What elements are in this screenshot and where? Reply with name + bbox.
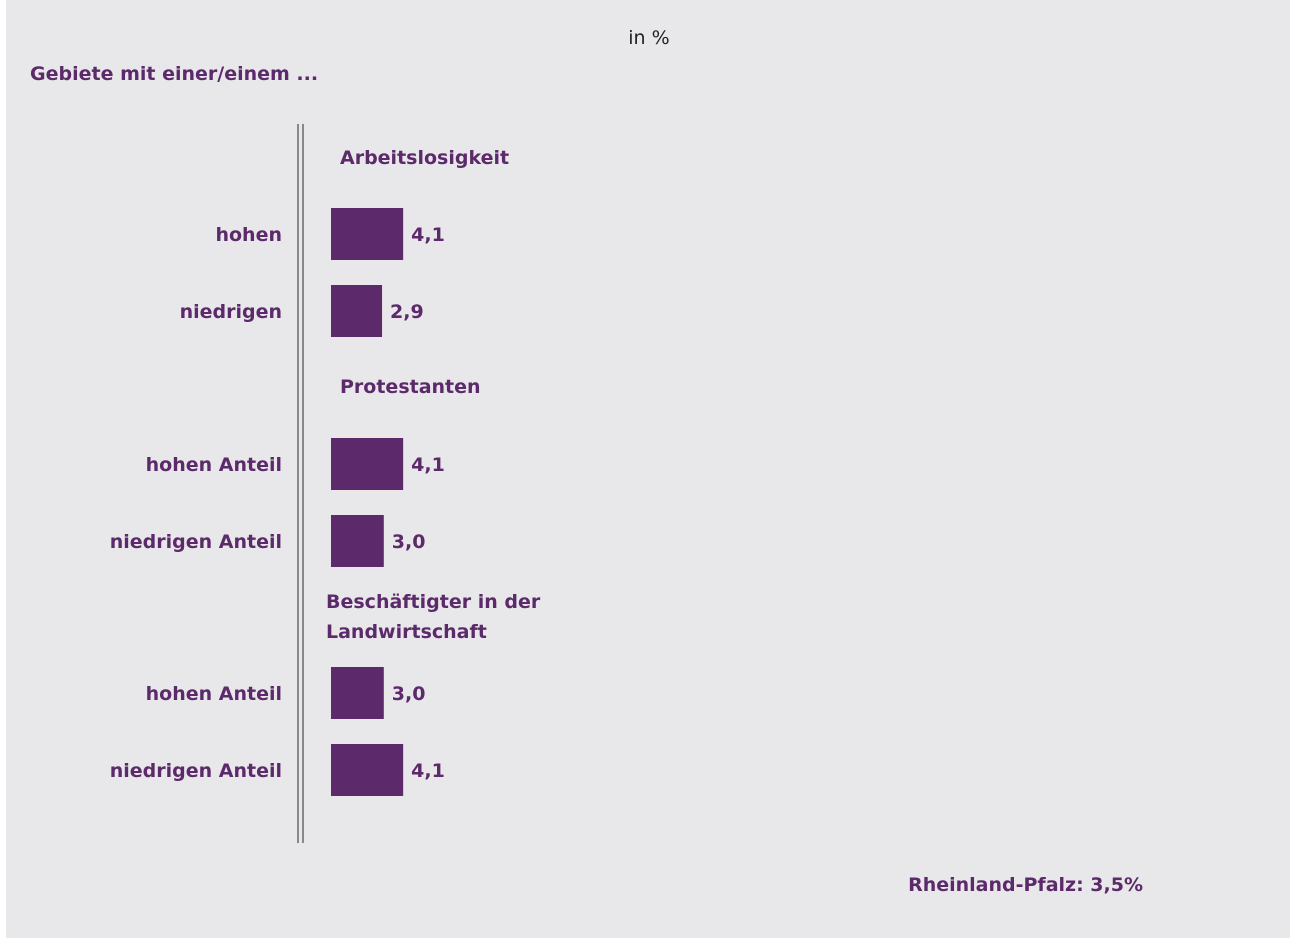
unit-label: in % xyxy=(628,27,669,49)
reference-note: Rheinland-Pfalz: 3,5% xyxy=(908,874,1143,896)
category-label: niedrigen xyxy=(180,301,282,323)
bar xyxy=(331,515,384,567)
bar xyxy=(331,438,404,490)
category-label: hohen xyxy=(215,224,282,246)
bar xyxy=(331,285,383,337)
category-label: niedrigen Anteil xyxy=(110,531,282,553)
bar xyxy=(331,667,384,719)
value-label: 3,0 xyxy=(392,531,426,553)
value-label: 3,0 xyxy=(392,683,426,705)
group-label: Landwirtschaft xyxy=(326,621,487,643)
category-label: hohen Anteil xyxy=(146,683,282,705)
category-label: hohen Anteil xyxy=(146,454,282,476)
value-label: 4,1 xyxy=(411,224,445,246)
group-label: Beschäftigter in der xyxy=(326,591,541,613)
group-label: Protestanten xyxy=(340,376,481,398)
chart-panel: in % Gebiete mit einer/einem ... Arbeits… xyxy=(6,0,1290,938)
bar xyxy=(331,208,404,260)
chart: in % Gebiete mit einer/einem ... Arbeits… xyxy=(30,27,1143,896)
chart-marks: Arbeitslosigkeit hohen 4,1 niedrigen 2,9 Prot… xyxy=(110,147,541,796)
value-label: 4,1 xyxy=(411,760,445,782)
chart-title: Gebiete mit einer/einem ... xyxy=(30,63,318,85)
value-label: 4,1 xyxy=(411,454,445,476)
value-label: 2,9 xyxy=(390,301,424,323)
bar xyxy=(331,744,404,796)
group-label: Arbeitslosigkeit xyxy=(340,147,509,169)
category-label: niedrigen Anteil xyxy=(110,760,282,782)
